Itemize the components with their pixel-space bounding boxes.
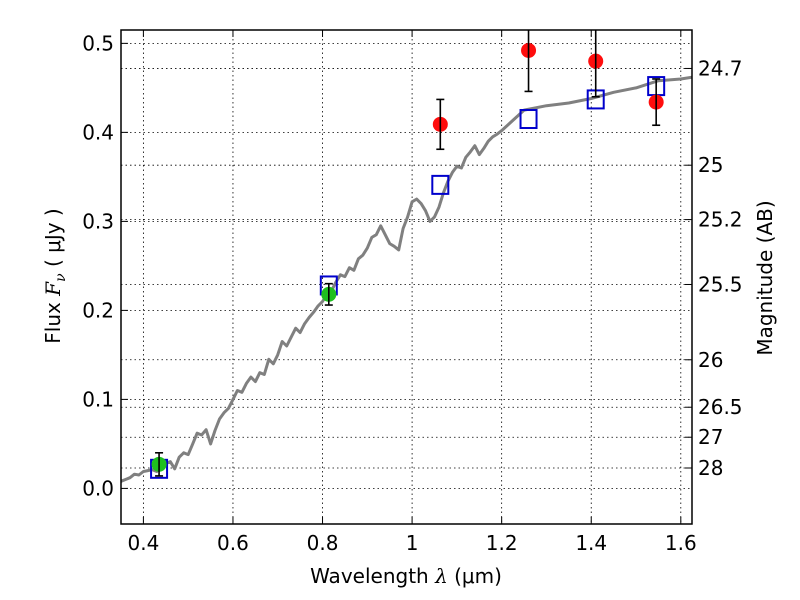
magnitude-tick-label: 25 [698,153,723,177]
model-photometry-square [519,109,538,130]
y-tick-label: 0.4 [82,120,114,144]
magnitude-tick-label: 26 [698,348,723,372]
magnitude-tick-label: 27 [698,425,723,449]
x-axis-label: Wavelength λ (μm) [310,564,502,588]
x-tick-label: 1 [406,531,419,555]
x-tick-label: 0.6 [217,531,249,555]
magnitude-tick-label: 26.5 [698,395,743,419]
x-axis-label-symbol: λ [434,564,448,588]
spectrum-line [121,75,692,483]
y-tick-label: 0.0 [82,476,114,500]
right-axis-label: Magnitude (AB) [753,200,777,355]
magnitude-grid-lines [121,68,692,469]
x-tick-label: 0.4 [127,531,159,555]
x-tick-label: 1.6 [665,531,697,555]
magnitude-tick-label: 24.7 [698,56,743,80]
y-axis-label-subscript: ν [53,273,69,282]
magnitude-tick-label: 25.2 [698,208,743,232]
y-axis-label-prefix: Flux [41,296,65,344]
axis-ticks: 0.4 0.6 0.8 1 1.2 1.4 1.6 0.0 0.1 0.2 0.3 0.4 0.5 24.… [82,30,743,555]
y-axis-label: Flux Fν ( μJy ) [41,208,69,343]
plot-data [121,30,692,483]
y-tick-label: 0.2 [82,298,114,322]
magnitude-tick-label: 28 [698,456,723,480]
y-axis-label-symbol: F [41,281,65,297]
model-photometry-square [431,174,450,195]
y-tick-label: 0.5 [82,31,114,55]
x-axis-label-prefix: Wavelength [310,564,435,588]
y-tick-label: 0.1 [82,387,114,411]
y-tick-label: 0.3 [82,209,114,233]
grid-lines [121,30,692,524]
y-axis-label-unit: ( μJy ) [41,208,65,273]
x-tick-label: 1.4 [575,531,607,555]
x-tick-label: 0.8 [307,531,339,555]
x-axis-label-unit: (μm) [448,564,502,588]
plot-frame [120,29,693,525]
x-tick-label: 1.2 [486,531,518,555]
magnitude-tick-label: 25.5 [698,272,743,296]
